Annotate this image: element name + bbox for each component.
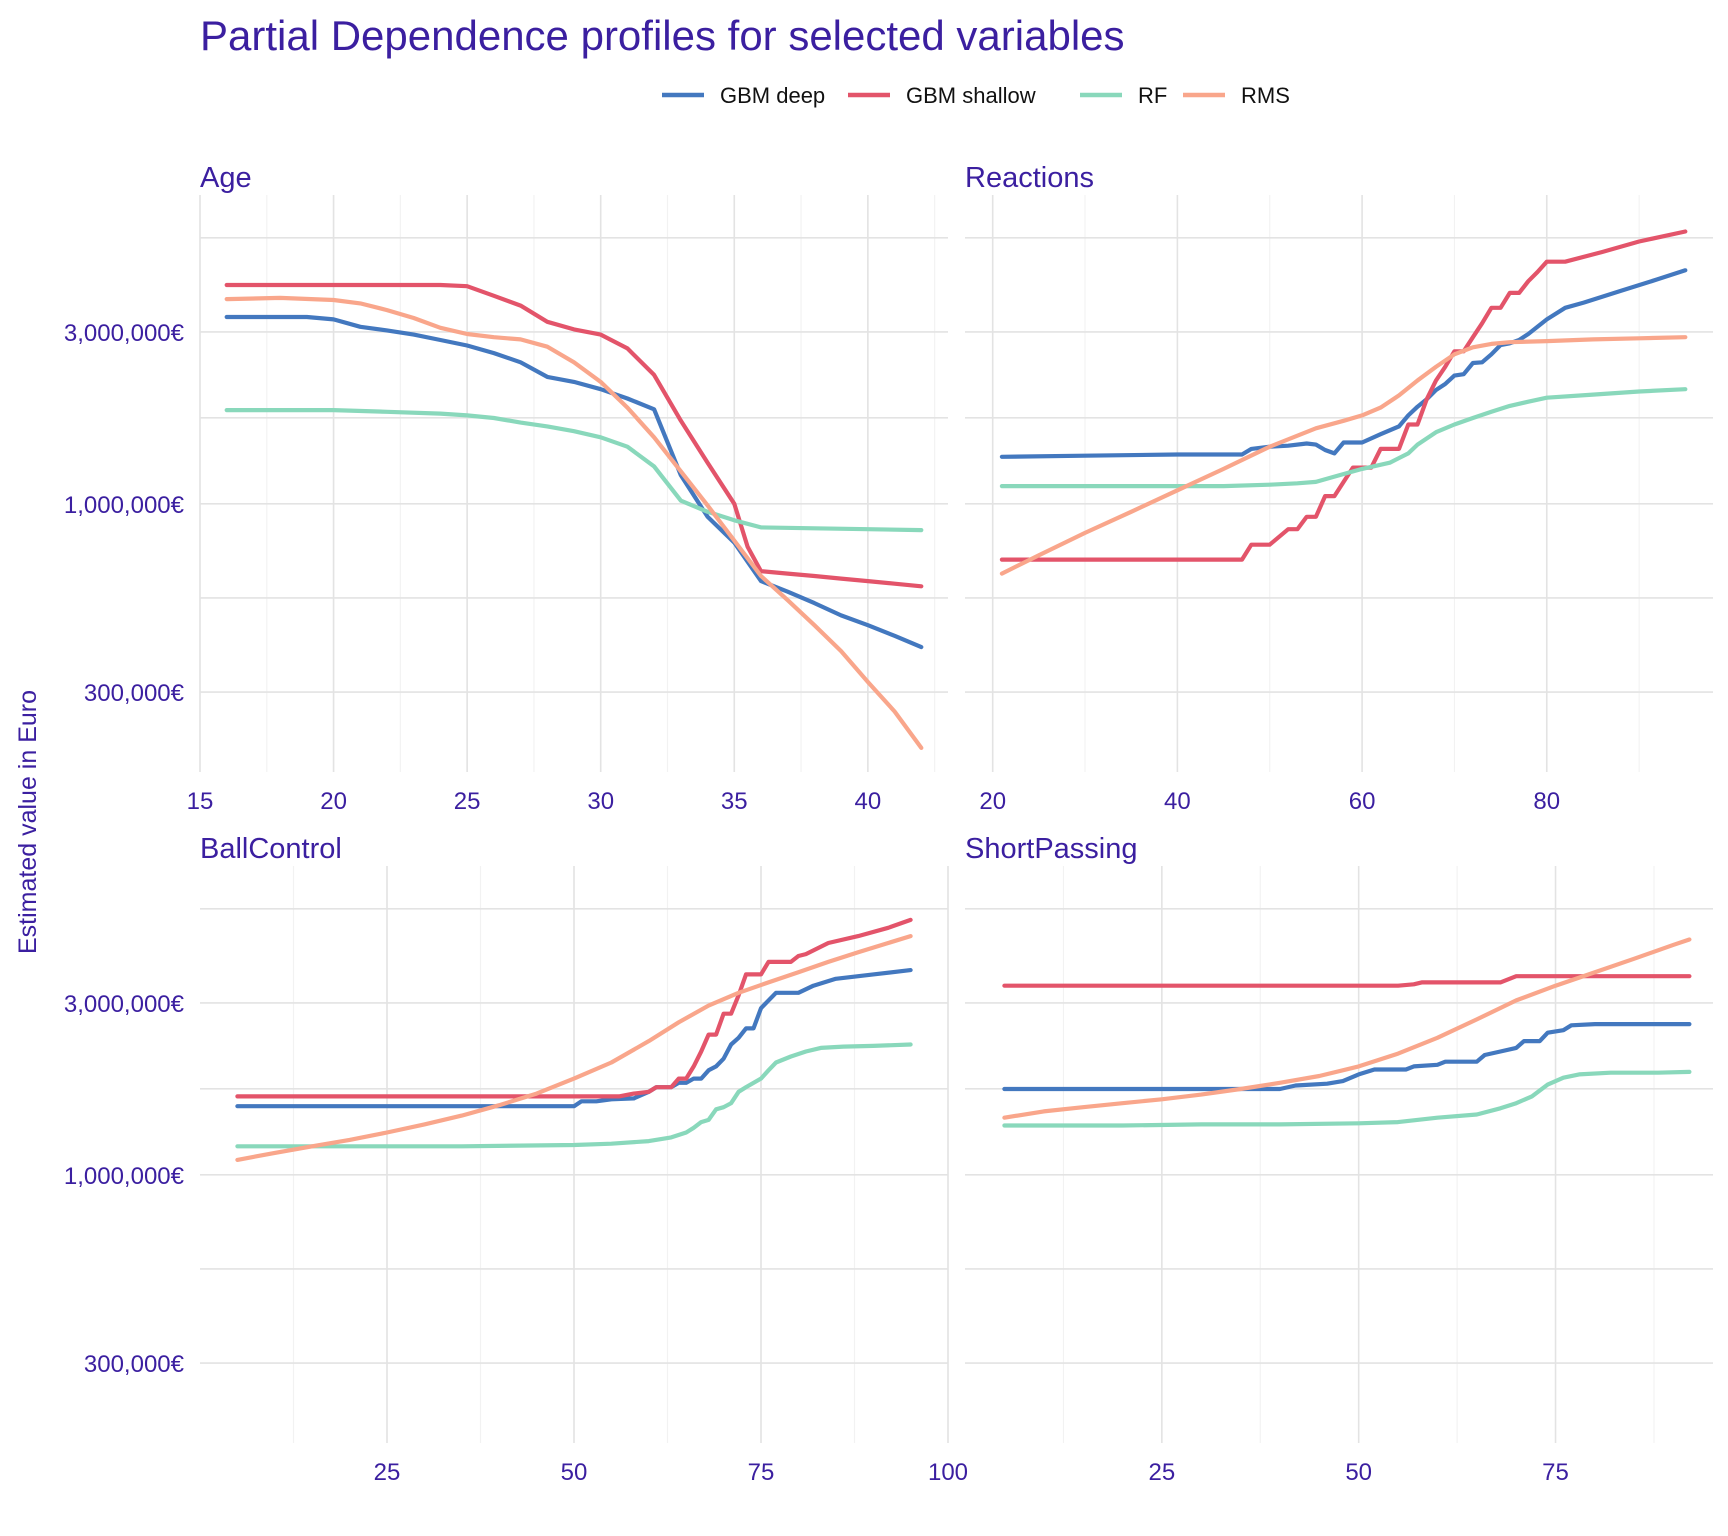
panel-title-reactions: Reactions (965, 162, 1094, 194)
legend-label-0: GBM deep (720, 83, 825, 108)
x-tick-label: 30 (587, 788, 614, 815)
x-tick-label: 60 (1349, 788, 1376, 815)
series-line-rf (999, 387, 1688, 489)
x-tick-label: 75 (1542, 1459, 1569, 1486)
y-axis-label: Estimated value in Euro (14, 690, 42, 954)
x-tick-label: 100 (928, 1459, 968, 1486)
series-line-gbm-deep (999, 268, 1688, 459)
legend: GBM deep GBM shallow RF RMS (662, 83, 1290, 108)
y-tick-label: 300,000€ (84, 1351, 185, 1378)
series-line-rf (235, 1042, 913, 1149)
series-line-gbm-deep (1002, 1021, 1692, 1092)
series-line-rms (1002, 937, 1692, 1120)
x-tick-label: 20 (979, 788, 1006, 815)
series-line-gbm-shallow (999, 229, 1688, 562)
x-tick-label: 50 (1345, 1459, 1372, 1486)
x-tick-label: 75 (748, 1459, 775, 1486)
y-tick-label: 1,000,000€ (64, 1163, 185, 1190)
series-line-rms (999, 335, 1688, 576)
panel-title-shortpassing: ShortPassing (965, 833, 1138, 865)
panel-title-ballcontrol: BallControl (200, 833, 342, 865)
legend-label-1: GBM shallow (906, 83, 1036, 108)
series-line-rms (235, 934, 913, 1162)
x-tick-label: 25 (454, 788, 481, 815)
x-tick-label: 80 (1533, 788, 1560, 815)
series-line-rf (1002, 1069, 1692, 1128)
panel-title-age: Age (200, 162, 252, 194)
y-tick-label: 1,000,000€ (64, 492, 185, 519)
x-tick-label: 40 (1164, 788, 1191, 815)
facet-panel-shortpassing: ShortPassing 25 50 75 (965, 833, 1713, 1486)
facet-panel-ballcontrol: BallControl 300,000€ 1,000,000€ 3,000,000€ 2… (64, 833, 968, 1486)
chart-title: Partial Dependence profiles for selected… (200, 12, 1125, 59)
series-line-gbm-shallow (235, 917, 913, 1099)
y-tick-label: 3,000,000€ (64, 320, 185, 347)
x-tick-label: 40 (855, 788, 882, 815)
x-tick-label: 15 (187, 788, 214, 815)
x-tick-label: 20 (320, 788, 347, 815)
facet-panel-reactions: Reactions 20 40 60 80 (965, 162, 1713, 815)
facet-panel-age: Age 300,000€ 1,000,000€ 3,000,000€ 15 20 25 30 3… (64, 162, 948, 815)
series-line-gbm-deep (224, 314, 924, 650)
x-tick-label: 25 (374, 1459, 401, 1486)
series-line-gbm-deep (235, 968, 913, 1109)
legend-label-2: RF (1138, 83, 1167, 108)
facet-panels: Age 300,000€ 1,000,000€ 3,000,000€ 15 20 25 30 3… (64, 162, 1713, 1486)
legend-label-3: RMS (1241, 83, 1290, 108)
y-tick-label: 3,000,000€ (64, 991, 185, 1018)
x-tick-label: 35 (721, 788, 748, 815)
y-tick-label: 300,000€ (84, 680, 185, 707)
series-line-gbm-shallow (1002, 974, 1692, 988)
series-line-rf (224, 408, 924, 533)
series-line-gbm-shallow (224, 282, 924, 589)
x-tick-label: 25 (1148, 1459, 1175, 1486)
series-line-rms (224, 295, 924, 750)
x-tick-label: 50 (561, 1459, 588, 1486)
